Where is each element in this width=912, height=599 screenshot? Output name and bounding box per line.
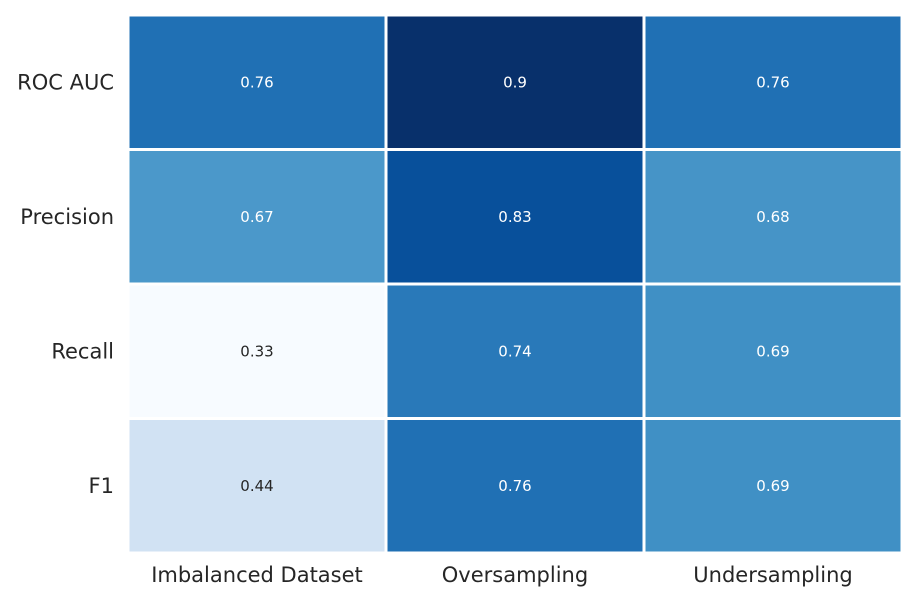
heatmap-cell [384,13,646,151]
y-tick-label: ROC AUC [17,70,114,94]
y-tick-label: Recall [51,339,114,363]
y-tick-label: Precision [20,205,114,229]
cell-value-label: 0.69 [756,477,789,495]
heatmap-cell [384,282,646,420]
y-axis-tick-labels: ROC AUC Precision Recall F1 [17,70,114,498]
cell-value-label: 0.44 [240,477,273,495]
cell-value-label: 0.69 [756,342,789,360]
heatmap-cell [126,13,388,151]
heatmap-cell [642,417,904,555]
heatmap-cell [126,417,388,555]
x-tick-label: Undersampling [693,563,852,587]
cell-value-label: 0.83 [498,208,531,226]
y-tick-label: F1 [89,474,114,498]
heatmap-cells: 0.76 0.9 0.76 0.67 0.83 0.68 0.33 0.74 0.69 0.44 0… [126,13,904,555]
x-tick-label: Imbalanced Dataset [151,563,363,587]
cell-value-label: 0.33 [240,342,273,360]
x-tick-label: Oversampling [442,563,588,587]
cell-value-label: 0.67 [240,208,273,226]
cell-value-label: 0.76 [756,73,789,91]
x-axis-tick-labels: Imbalanced Dataset Oversampling Undersampl… [151,563,853,587]
cell-value-label: 0.68 [756,208,789,226]
cell-value-label: 0.76 [498,477,531,495]
cell-value-label: 0.9 [503,73,527,91]
heatmap-cell [642,13,904,151]
cell-value-label: 0.74 [498,342,531,360]
heatmap-cell [642,148,904,286]
cell-value-label: 0.76 [240,73,273,91]
